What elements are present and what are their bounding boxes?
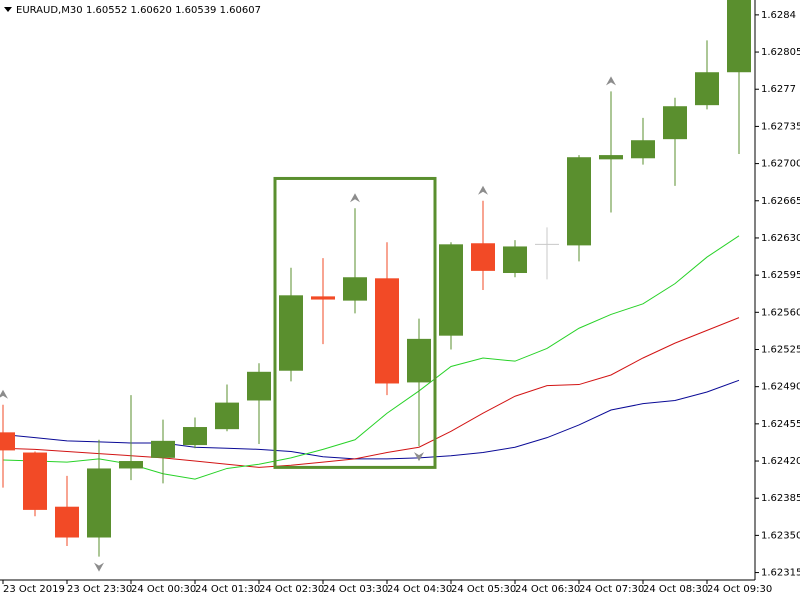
candle-body [375,278,399,384]
fractal-down [414,452,424,462]
candle-body [311,296,335,300]
candle-body [151,440,175,458]
y-tick-label: 1.62595 [761,270,800,281]
candle-body [55,506,79,538]
x-tick-label: 23 Oct 23:30 [67,584,132,595]
y-tick-label: 1.62455 [761,419,800,430]
candle-body [119,461,143,469]
y-tick-label: 1.62315 [761,568,800,579]
y-tick-label: 1.62525 [761,344,800,355]
candle-body [0,432,15,451]
candle-body [279,295,303,371]
x-tick-label: 24 Oct 03:30 [323,584,388,595]
moving-average [2,317,740,468]
chart-title: EURAUD,M30 [16,5,83,16]
chart-quote: 1.60552 1.60620 1.60539 1.60607 [86,5,261,16]
plot-area [0,0,751,572]
y-tick-label: 1.62385 [761,493,800,504]
candle-body [663,106,687,140]
candle-body [183,427,207,446]
candle-body [215,402,239,430]
x-tick-label: 24 Oct 06:30 [515,584,580,595]
candle-body [727,0,751,73]
candle-body [407,338,431,383]
x-tick-label: 24 Oct 05:30 [451,584,516,595]
x-tick-label: 24 Oct 04:30 [387,584,452,595]
y-tick-label: 1.62630 [761,233,800,244]
candle-body [439,244,463,336]
candle-body [23,452,47,510]
highlight-box [273,176,437,469]
y-tick-label: 1.62350 [761,530,800,541]
title-icon [4,7,12,12]
fractal-up [478,185,488,195]
candle-body [87,468,111,538]
candle-body [695,72,719,106]
x-tick-label: 24 Oct 00:30 [131,584,196,595]
candle-body [247,371,271,401]
y-tick-label: 1.62700 [761,159,800,170]
x-tick-label: 24 Oct 01:30 [195,584,260,595]
fractal-up [0,389,8,399]
candle-body [471,243,495,271]
y-tick-label: 1.62420 [761,456,800,467]
y-tick-label: 1.62490 [761,382,800,393]
x-tick-label: 24 Oct 07:30 [579,584,644,595]
x-tick-label: 24 Oct 02:30 [259,584,324,595]
x-tick-label: 24 Oct 08:30 [643,584,708,595]
x-tick-label: 24 Oct 09:30 [707,584,772,595]
candle-body [567,157,591,246]
x-tick-label: 23 Oct 2019 [3,584,65,595]
y-tick-label: 1.6277 [761,84,796,95]
y-tick-label: 1.62735 [761,121,800,132]
candle-body [343,277,367,301]
candle-body [631,140,655,159]
fractal-up [350,193,360,203]
y-tick-label: 1.62560 [761,307,800,318]
moving-average [2,379,740,460]
fractal-up [606,76,616,86]
y-tick-label: 1.62665 [761,196,800,207]
y-tick-label: 1.62805 [761,47,800,58]
candle-body [503,246,527,274]
y-tick-label: 1.6284 [761,10,796,21]
candle-body [599,155,623,160]
fractal-down [94,562,104,572]
